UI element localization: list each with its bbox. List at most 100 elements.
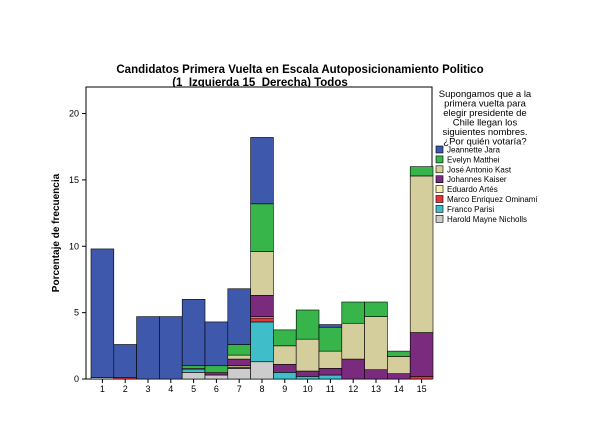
x-tick-label: 8	[259, 384, 264, 394]
bar-segment	[181, 369, 206, 373]
bar-segment	[113, 344, 137, 378]
x-tick-label: 9	[282, 384, 287, 394]
bar-segment	[318, 350, 343, 369]
y-tick-label: 10	[69, 241, 79, 251]
chart-title: Candidatos Primera Vuelta en Escala Auto…	[116, 64, 483, 76]
x-tick-label: 6	[214, 384, 219, 394]
x-tick-label: 14	[394, 384, 404, 394]
legend-swatch	[435, 165, 444, 174]
bar-segment	[318, 326, 343, 352]
bar-segment	[318, 324, 343, 328]
bar-segment	[318, 368, 343, 376]
bar-segment	[295, 370, 320, 377]
y-tick-label: 15	[69, 175, 79, 185]
y-tick-label: 20	[69, 109, 79, 119]
bar-segment	[364, 316, 388, 371]
bar-segment	[341, 322, 365, 360]
bars-group	[90, 137, 434, 380]
bar-segment	[181, 372, 206, 380]
legend-title-line: elegir presidente de	[443, 108, 526, 119]
bar-segment	[364, 369, 388, 380]
legend-label: Johannes Kaiser	[447, 175, 507, 184]
bar-segment	[204, 321, 229, 367]
x-tick-label: 4	[168, 384, 173, 394]
legend-swatch	[435, 185, 444, 193]
y-axis-label: Porcentaje de frecuencia	[51, 173, 62, 292]
x-tick-label: 15	[417, 384, 427, 394]
bar-segment	[250, 361, 274, 380]
bar-segment	[159, 316, 183, 380]
bar-segment	[250, 295, 274, 317]
bar-segment	[273, 345, 297, 365]
bar-segment	[250, 203, 274, 252]
x-tick-label: 7	[237, 384, 242, 394]
x-tick-label: 12	[348, 384, 358, 394]
bar-segment	[250, 317, 274, 323]
x-tick-label: 3	[145, 384, 150, 394]
legend-swatch	[435, 205, 444, 213]
bar-segment	[204, 374, 229, 380]
legend-label: Marco Enriquez Ominami	[447, 195, 537, 204]
bar-segment	[273, 364, 297, 373]
bar-segment	[409, 332, 434, 377]
bar-segment	[227, 344, 251, 356]
bar-segment	[273, 329, 297, 347]
legend-title: Supongamos que a la primera vuelta para el…	[439, 89, 532, 148]
bar-segment	[341, 301, 365, 324]
legend-label: Jeannette Jara	[447, 146, 500, 155]
bar-segment	[227, 288, 251, 345]
legend-swatch	[435, 145, 444, 154]
legend-title-line: primera vuelta para	[444, 99, 527, 110]
bar-segment	[295, 309, 320, 340]
legend-swatch	[435, 215, 444, 223]
bar-segment	[227, 368, 251, 380]
legend-label: Evelyn Matthei	[447, 155, 500, 164]
legend-swatch	[435, 175, 444, 183]
legend-swatch	[435, 155, 444, 164]
bar-segment	[250, 321, 274, 363]
x-axis: 1 2 3 4 5 6 7 8 9 10 11 12 13 14 15	[100, 379, 427, 394]
x-tick-label: 13	[371, 384, 381, 394]
y-axis: 0 5 10 15 20	[69, 109, 86, 384]
bar-segment	[387, 373, 411, 380]
bar-segment	[227, 358, 251, 367]
bar-segment	[250, 137, 274, 205]
bar-segment	[295, 376, 320, 380]
bar-segment	[273, 372, 297, 380]
bar-segment	[409, 166, 434, 177]
bar-segment	[387, 350, 411, 357]
bar-segment	[250, 251, 274, 296]
legend-title-line: ¿Por quién votaría?	[443, 137, 526, 148]
bar-segment	[318, 374, 343, 380]
x-tick-label: 1	[100, 384, 105, 394]
legend-label: Franco Parisi	[447, 205, 494, 214]
x-tick-label: 10	[303, 384, 313, 394]
legend-label: Harold Mayne Nicholls	[447, 215, 527, 224]
legend-label: José Antonio Kast	[447, 165, 512, 174]
x-tick-label: 2	[123, 384, 128, 394]
bar-segment	[409, 175, 434, 333]
y-tick-label: 5	[74, 308, 79, 318]
bar-segment	[387, 356, 411, 374]
chart-subtitle: (1_Izquierda 15_Derecha) Todos	[172, 77, 348, 89]
x-tick-label: 11	[326, 384, 335, 394]
bar-segment	[181, 365, 206, 369]
bar-segment	[341, 358, 365, 380]
legend: Supongamos que a la primera vuelta para el…	[435, 89, 537, 224]
bar-segment	[364, 301, 388, 317]
bar-segment	[181, 299, 206, 367]
y-tick-label: 0	[74, 374, 79, 384]
legend-title-line: siguientes nombres.	[442, 127, 527, 138]
bar-segment	[90, 248, 115, 378]
bar-segment	[136, 316, 160, 380]
legend-title-line: Chile llegan los	[453, 118, 518, 129]
bar-segment	[204, 365, 229, 373]
bar-segment	[227, 354, 251, 360]
legend-label: Eduardo Artés	[447, 185, 498, 194]
bar-segment	[409, 376, 434, 380]
bar-segment	[295, 338, 320, 372]
x-tick-label: 5	[191, 384, 196, 394]
legend-title-line: Supongamos que a la	[439, 89, 532, 100]
legend-swatch	[435, 195, 444, 203]
